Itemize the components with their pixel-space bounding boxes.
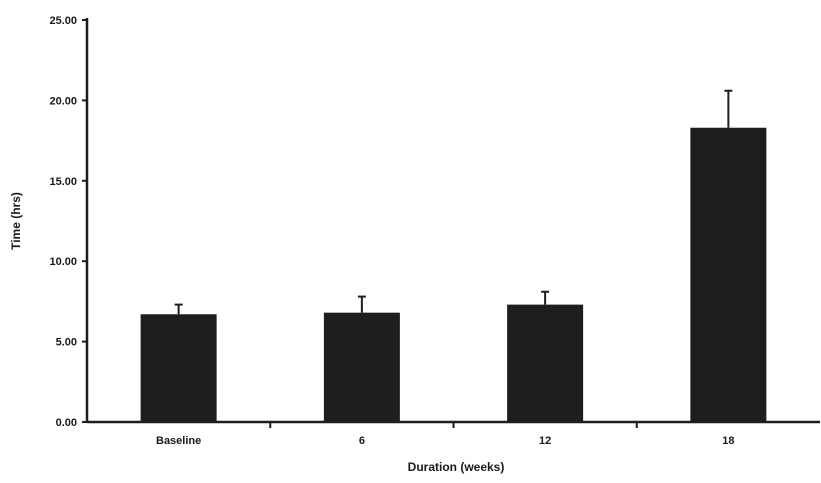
bar xyxy=(507,304,584,422)
bar xyxy=(140,314,217,422)
y-tick-label: 10.00 xyxy=(49,256,77,268)
y-tick-label: 25.00 xyxy=(49,15,77,27)
y-tick-label: 20.00 xyxy=(49,95,77,107)
x-tick-label: 6 xyxy=(359,435,365,447)
x-tick-label: 12 xyxy=(539,435,551,447)
x-axis-label: Duration (weeks) xyxy=(408,460,505,474)
x-tick-label: 18 xyxy=(722,435,734,447)
y-axis-label: Time (hrs) xyxy=(9,192,23,250)
bar xyxy=(690,127,767,423)
y-tick-label: 0.00 xyxy=(56,417,77,429)
bar xyxy=(323,312,400,422)
chart-marks: 0.00 5.00 10.00 15.00 20.00 25.00 Baseline 6 12 1… xyxy=(49,15,820,447)
y-tick-label: 15.00 xyxy=(49,176,77,188)
x-tick-label: Baseline xyxy=(156,435,201,447)
y-tick-label: 5.00 xyxy=(56,337,77,349)
